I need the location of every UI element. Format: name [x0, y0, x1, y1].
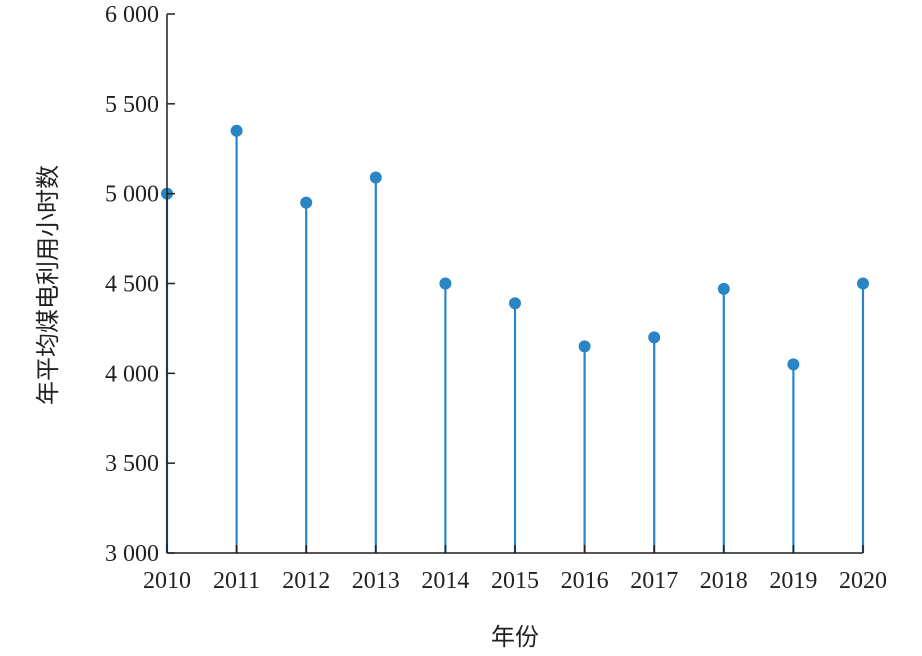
x-axis-title: 年份 — [491, 623, 539, 651]
y-tick-label: 5 500 — [105, 92, 159, 118]
y-tick-label: 3 000 — [105, 541, 159, 567]
stem-marker — [509, 297, 521, 310]
stem-marker — [300, 196, 313, 209]
x-tick-label: 2019 — [769, 568, 817, 594]
stem-marker — [857, 277, 869, 290]
y-tick-label: 6 000 — [105, 2, 159, 28]
x-tick-label: 2018 — [700, 568, 748, 594]
x-tick-label: 2011 — [213, 568, 260, 594]
stem-marker — [787, 358, 800, 371]
y-tick-label: 4 500 — [105, 272, 159, 298]
stem-marker — [578, 340, 591, 353]
x-tick-label: 2010 — [143, 568, 191, 594]
x-tick-label: 2020 — [839, 568, 887, 594]
x-tick-label: 2013 — [352, 568, 400, 594]
stem-marker — [369, 171, 382, 184]
stem-series — [161, 124, 869, 553]
stem-marker — [439, 277, 452, 290]
x-axis-ticks: 2010 2011 2012 2013 2014 2015 2016 2017 2018 2019… — [143, 545, 887, 594]
stem-marker — [648, 331, 661, 344]
y-axis-ticks: 3 000 3 500 4 000 4 500 5 000 5 500 6 000 — [105, 2, 175, 567]
y-tick-label: 5 000 — [105, 182, 159, 208]
y-tick-label: 4 000 — [105, 361, 159, 387]
x-tick-label: 2014 — [421, 568, 469, 594]
x-tick-label: 2017 — [630, 568, 678, 594]
stem-marker — [717, 282, 730, 295]
stem-marker — [230, 124, 243, 137]
x-tick-label: 2016 — [561, 568, 609, 594]
x-tick-label: 2015 — [491, 568, 539, 594]
x-tick-label: 2012 — [282, 568, 330, 594]
y-tick-label: 3 500 — [105, 451, 159, 477]
y-axis-title: 年平均煤电利用小时数 — [34, 165, 62, 405]
